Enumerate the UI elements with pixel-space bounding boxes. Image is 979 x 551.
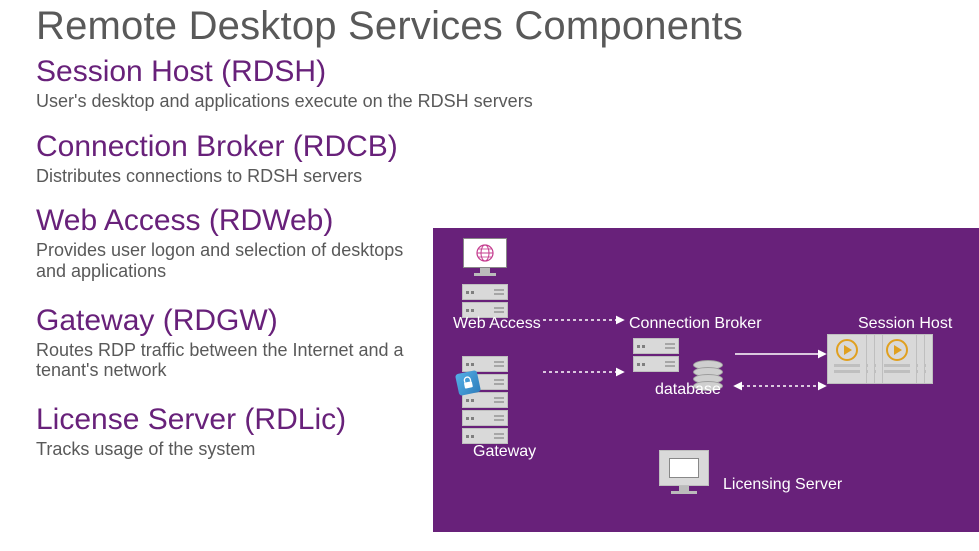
label-gateway: Gateway bbox=[473, 443, 536, 461]
label-licensing-server: Licensing Server bbox=[723, 476, 842, 494]
desc-rdsh: User's desktop and applications execute … bbox=[36, 91, 979, 112]
section-rdsh: Session Host (RDSH) User's desktop and a… bbox=[36, 55, 979, 112]
web-access-icon bbox=[463, 238, 507, 282]
desc-rdgw: Routes RDP traffic between the Internet … bbox=[36, 340, 416, 381]
desc-rdlic: Tracks usage of the system bbox=[36, 439, 416, 460]
label-session-host: Session Host bbox=[858, 315, 952, 333]
section-rdgw: Gateway (RDGW) Routes RDP traffic betwee… bbox=[36, 304, 416, 381]
section-rdcb: Connection Broker (RDCB) Distributes con… bbox=[36, 130, 979, 187]
cb-server-icon bbox=[633, 338, 679, 374]
label-database: database bbox=[655, 381, 721, 399]
licensing-workstation-icon bbox=[659, 450, 709, 494]
heading-rdlic: License Server (RDLic) bbox=[36, 403, 416, 437]
label-connection-broker: Connection Broker bbox=[629, 315, 762, 333]
section-rdlic: License Server (RDLic) Tracks usage of t… bbox=[36, 403, 416, 460]
session-host-stack-icon bbox=[833, 334, 953, 414]
heading-rdsh: Session Host (RDSH) bbox=[36, 55, 979, 89]
globe-icon bbox=[475, 243, 495, 263]
desc-rdweb: Provides user logon and selection of des… bbox=[36, 240, 416, 281]
label-web-access: Web Access bbox=[453, 315, 541, 333]
gateway-server-icon bbox=[462, 356, 508, 446]
heading-rdgw: Gateway (RDGW) bbox=[36, 304, 416, 338]
heading-rdcb: Connection Broker (RDCB) bbox=[36, 130, 979, 164]
lock-icon bbox=[455, 370, 481, 396]
section-rdweb: Web Access (RDWeb) Provides user logon a… bbox=[36, 204, 416, 281]
page-title: Remote Desktop Services Components bbox=[0, 0, 979, 49]
heading-rdweb: Web Access (RDWeb) bbox=[36, 204, 416, 238]
architecture-diagram: Web Access Gateway Connection Broker dat… bbox=[433, 228, 979, 532]
desc-rdcb: Distributes connections to RDSH servers bbox=[36, 166, 979, 187]
